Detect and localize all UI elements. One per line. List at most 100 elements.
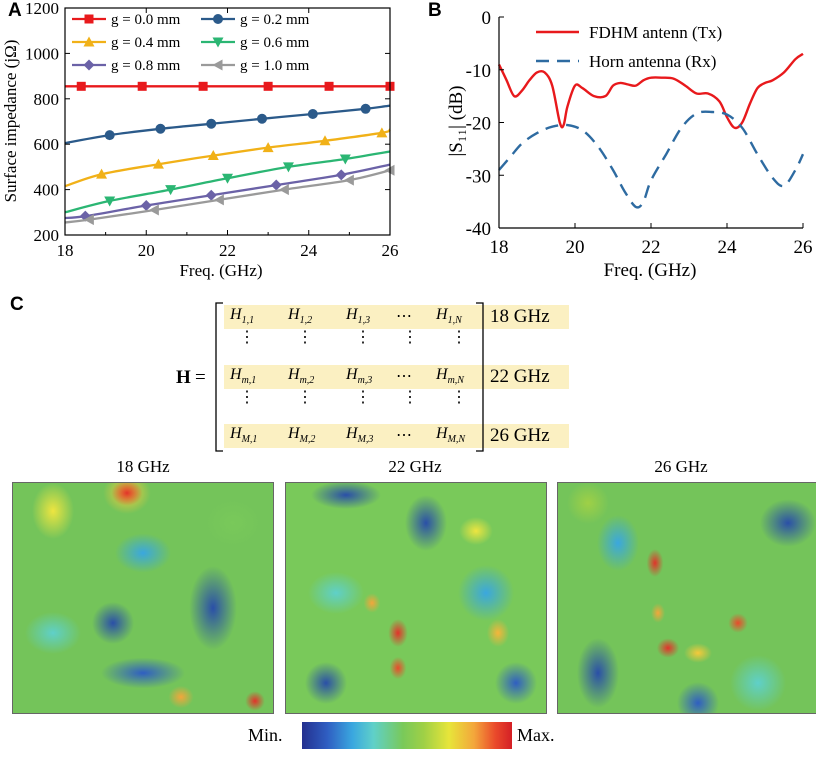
data-point-marker [155, 123, 166, 134]
x-tick-label: 26 [794, 237, 813, 258]
legend-label: g = 0.4 mm [111, 35, 181, 51]
data-point-marker [212, 37, 224, 48]
data-point-marker [307, 109, 318, 120]
data-point-marker [339, 154, 351, 165]
data-point-marker [213, 14, 223, 24]
data-point-marker [152, 158, 164, 169]
matrix-cell: Hm,3 [346, 366, 373, 387]
y-tick-label: -10 [466, 61, 491, 82]
legend-label: FDHM antenn (Tx) [589, 23, 722, 42]
highlight-row-26 [224, 424, 569, 448]
chart-a-surface-impedance: 200 400 600 800 1000 1200 18 20 22 24 26 g = 0.0 m… [1, 0, 399, 280]
heatmap-title-18: 18 GHz [116, 457, 170, 476]
data-point-marker [319, 135, 331, 146]
x-tick-label: 20 [138, 241, 155, 260]
data-point-marker [376, 127, 388, 138]
data-point-marker [205, 189, 217, 201]
matrix-row-3: HM,1 HM,2 HM,3 ⋯ HM,N [226, 425, 484, 449]
x-tick-label: 22 [219, 241, 236, 260]
chart-a-ylabel: Surface impedance (jΩ) [1, 40, 20, 203]
matrix-row-2: Hm,1 Hm,2 Hm,3 ⋯ Hm,N [226, 366, 484, 390]
x-tick-label: 18 [490, 237, 509, 258]
data-point-marker [324, 81, 334, 91]
x-tick-label: 24 [300, 241, 318, 260]
matrix-cell: ⋯ [396, 308, 412, 325]
data-point-marker [83, 59, 95, 71]
panel-label-c: C [10, 294, 24, 315]
heatmap-title-26: 26 GHz [654, 457, 708, 476]
panel-label-a: A [8, 0, 22, 21]
series-line-b-1 [498, 110, 805, 209]
data-point-marker [207, 150, 219, 161]
colorbar [302, 722, 512, 749]
matrix-cell: HM,3 [346, 425, 374, 446]
y-tick-label: 1000 [25, 44, 59, 63]
matrix-row-1: H1,1 H1,2 H1,3 ⋯ H1,N [226, 306, 484, 330]
y-tick-label: 800 [34, 90, 60, 109]
data-point-marker [222, 173, 233, 184]
data-point-marker [278, 184, 289, 196]
matrix-equals: = [195, 367, 206, 388]
matrix-freq-label: 18 GHz [490, 306, 550, 327]
chart-a-xlabel: Freq. (GHz) [179, 261, 262, 280]
data-point-marker [140, 199, 152, 211]
data-point-marker [83, 214, 94, 226]
chart-b-xlabel: Freq. (GHz) [604, 260, 697, 281]
panel-label-b: B [428, 0, 442, 21]
legend-label: g = 1.0 mm [240, 58, 310, 74]
data-point-marker [83, 36, 95, 47]
data-point-marker [148, 204, 159, 216]
data-point-marker [282, 162, 294, 173]
heatmap-22ghz [285, 482, 547, 714]
data-point-marker [165, 185, 177, 196]
data-point-marker [262, 142, 274, 153]
data-point-marker [104, 130, 115, 141]
x-tick-label: 22 [642, 237, 661, 258]
x-tick-label: 24 [718, 237, 738, 258]
colorbar-max-label: Max. [517, 725, 555, 745]
legend-label: g = 0.2 mm [240, 12, 310, 28]
data-point-marker [198, 81, 208, 91]
heatmap-18ghz [12, 482, 274, 714]
x-tick-label: 18 [57, 241, 74, 260]
x-tick-label: 26 [382, 241, 399, 260]
data-point-marker [76, 81, 86, 91]
matrix-cell: Hm,1 [230, 366, 257, 387]
matrix-cell: H1,3 [346, 306, 371, 327]
data-point-marker [84, 14, 94, 24]
x-tick-label: 20 [566, 237, 585, 258]
series-line-b-0 [497, 52, 804, 130]
data-point-marker [212, 59, 223, 71]
data-point-marker [360, 103, 371, 114]
legend-label: Horn antenna (Rx) [589, 52, 716, 71]
heatmap-26ghz [557, 482, 816, 714]
y-tick-label: -30 [466, 166, 491, 187]
matrix-cell: Hm,2 [288, 366, 315, 387]
matrix-cell: H1,2 [288, 306, 313, 327]
matrix-symbol: H [176, 367, 191, 388]
matrix-cell: H1,N [436, 306, 462, 327]
y-tick-label: 400 [34, 181, 60, 200]
matrix-freq-label: 26 GHz [490, 425, 550, 446]
chart-b-ylabel: |S₁₁| (dB) [446, 86, 467, 157]
y-tick-label: 200 [34, 226, 60, 245]
legend-label: g = 0.0 mm [111, 12, 181, 28]
legend-label: g = 0.8 mm [111, 58, 181, 74]
data-point-marker [335, 169, 347, 181]
matrix-freq-label: 22 GHz [490, 366, 550, 387]
matrix-cell: Hm,N [436, 366, 464, 387]
data-point-marker [137, 81, 147, 91]
y-tick-label: -40 [466, 219, 491, 240]
matrix-cell: ⋯ [396, 427, 412, 444]
y-tick-label: 600 [34, 135, 60, 154]
heatmap-title-22: 22 GHz [388, 457, 442, 476]
data-point-marker [96, 168, 108, 179]
y-tick-label: -20 [466, 114, 491, 135]
highlight-row-22 [224, 365, 569, 389]
data-point-marker [257, 113, 268, 124]
data-point-marker [206, 118, 217, 129]
data-point-marker [270, 179, 282, 191]
matrix-cell: HM,1 [230, 425, 258, 446]
matrix-cell: ⋯ [396, 368, 412, 385]
